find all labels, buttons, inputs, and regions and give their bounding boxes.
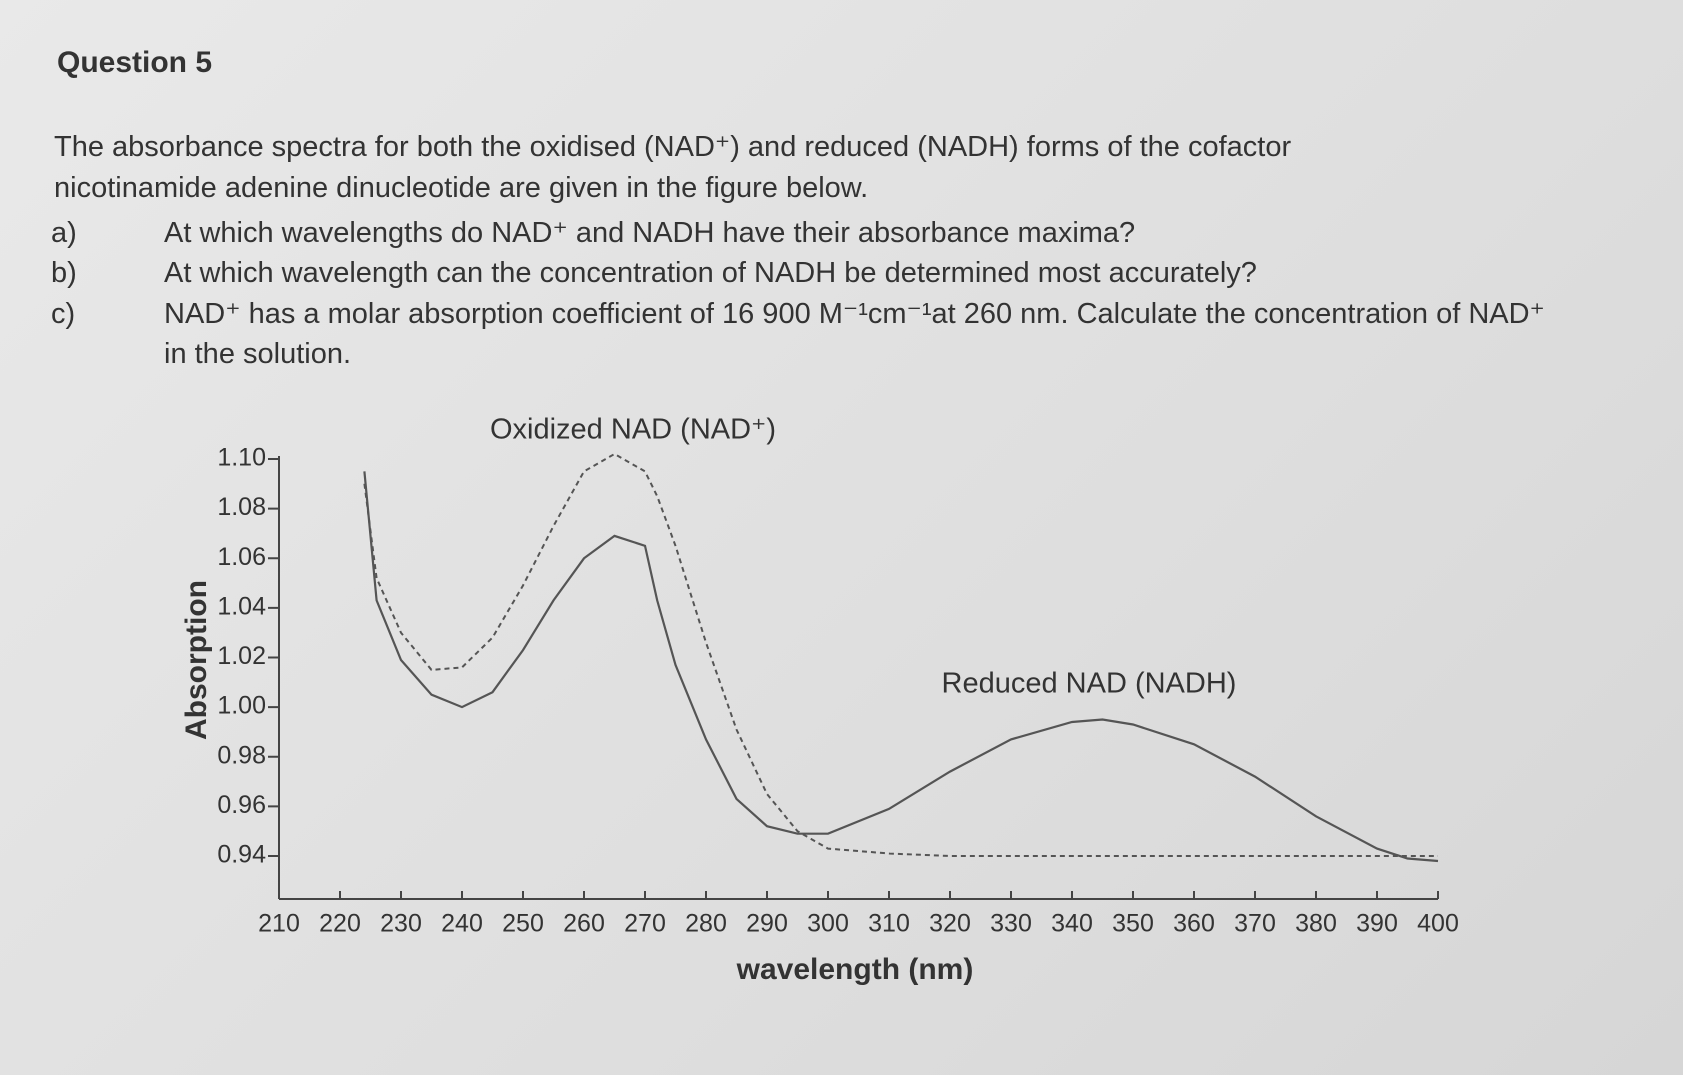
item-text: At which wavelength can the concentratio… (164, 257, 1257, 289)
y-tick-label: 1.04 (217, 592, 266, 620)
y-tick-label: 0.98 (217, 741, 266, 769)
x-tick-label: 270 (624, 910, 666, 938)
y-tick-label: 1.08 (217, 493, 266, 521)
x-tick-label: 340 (1051, 910, 1093, 938)
x-tick-label: 380 (1295, 910, 1337, 938)
x-tick-label: 210 (258, 910, 300, 938)
x-tick-label: 240 (441, 910, 483, 938)
x-tick-label: 370 (1234, 910, 1276, 938)
y-tick-label: 1.10 (217, 444, 266, 472)
y-tick-label: 0.96 (217, 791, 266, 819)
question-intro: The absorbance spectra for both the oxid… (54, 131, 1292, 204)
x-tick-label: 400 (1417, 910, 1459, 938)
x-tick-label: 290 (746, 910, 788, 938)
item-label: b) (51, 257, 77, 289)
y-tick-label: 0.94 (217, 841, 266, 869)
x-tick-label: 330 (990, 910, 1032, 938)
y-tick-label: 1.06 (217, 543, 266, 571)
x-tick-label: 230 (380, 910, 422, 938)
x-tick-label: 220 (319, 910, 361, 938)
x-tick-label: 390 (1356, 910, 1398, 938)
x-tick-label: 350 (1112, 910, 1154, 938)
y-tick-label: 1.02 (217, 642, 266, 670)
x-tick-label: 310 (868, 910, 910, 938)
series-line (363, 452, 1438, 857)
x-tick-label: 300 (807, 910, 849, 938)
y-tick-label: 1.00 (217, 692, 266, 720)
series-label: Reduced NAD (NADH) (942, 668, 1237, 700)
question-title: Question 5 (57, 46, 213, 79)
item-text: NAD⁺ has a molar absorption coefficient … (164, 298, 1545, 370)
item-label: a) (51, 217, 77, 249)
x-tick-label: 260 (563, 910, 605, 938)
item-text: At which wavelengths do NAD⁺ and NADH ha… (164, 217, 1136, 249)
x-axis-title: wavelength (nm) (736, 953, 974, 986)
x-tick-label: 360 (1173, 910, 1215, 938)
x-tick-label: 320 (929, 910, 971, 938)
item-label: c) (51, 298, 76, 330)
y-axis-title: Absorption (180, 580, 213, 740)
series-label: Oxidized NAD (NAD⁺) (490, 414, 776, 446)
series-line (363, 471, 1439, 863)
x-tick-label: 250 (502, 910, 544, 938)
x-tick-label: 280 (685, 910, 727, 938)
